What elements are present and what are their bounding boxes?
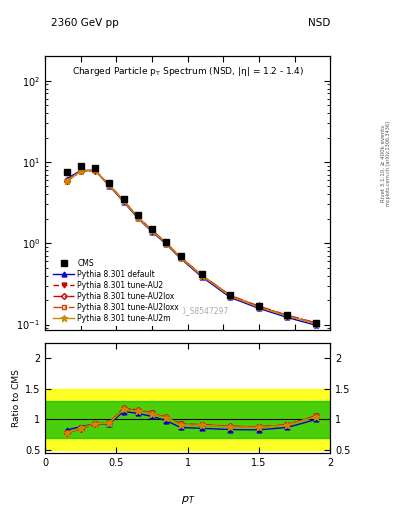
Text: Rivet 3.1.10, ≥ 400k events: Rivet 3.1.10, ≥ 400k events [381,125,386,202]
Text: CMS_2010_S8547297: CMS_2010_S8547297 [147,306,229,315]
Text: mcplots.cern.ch [arXiv:1306.3436]: mcplots.cern.ch [arXiv:1306.3436] [386,121,391,206]
Text: 2360 GeV pp: 2360 GeV pp [51,18,119,28]
Text: Charged Particle $\mathregular{p_T}$ Spectrum (NSD, $\mathregular{|\eta|}$ = 1.2: Charged Particle $\mathregular{p_T}$ Spe… [72,65,304,77]
Y-axis label: Ratio to CMS: Ratio to CMS [12,369,21,427]
Legend: CMS, Pythia 8.301 default, Pythia 8.301 tune-AU2, Pythia 8.301 tune-AU2lox, Pyth: CMS, Pythia 8.301 default, Pythia 8.301 … [49,255,183,327]
Text: $p_T$: $p_T$ [182,494,196,506]
Text: NSD: NSD [308,18,330,28]
